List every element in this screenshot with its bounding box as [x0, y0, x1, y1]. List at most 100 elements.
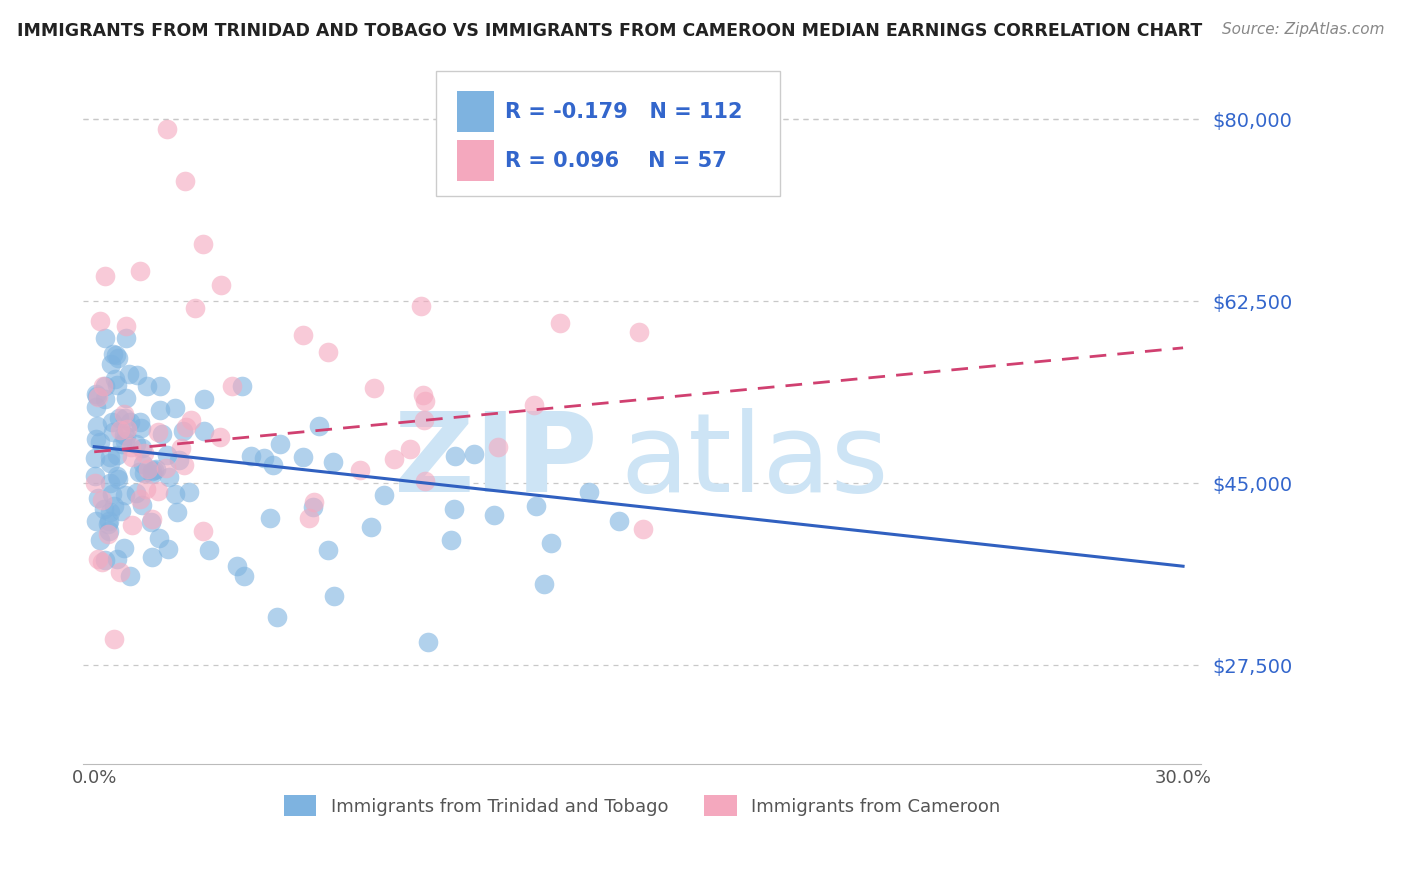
Point — [323, 590, 346, 604]
Point — [627, 325, 650, 339]
Point — [298, 511, 321, 525]
Point — [94, 392, 117, 406]
Point — [142, 463, 165, 477]
Point — [463, 447, 485, 461]
Point — [413, 412, 436, 426]
Point — [156, 122, 179, 136]
Point — [98, 505, 121, 519]
Point — [412, 388, 434, 402]
Point — [253, 450, 276, 465]
Point — [169, 441, 191, 455]
Text: ZIP: ZIP — [394, 409, 598, 516]
Point — [87, 390, 110, 404]
Point — [117, 422, 139, 436]
Point — [578, 484, 600, 499]
Point — [84, 514, 107, 528]
Point — [135, 379, 157, 393]
Point — [101, 487, 124, 501]
Point — [103, 632, 125, 646]
Point — [114, 434, 136, 448]
Point — [363, 381, 385, 395]
Point — [486, 440, 509, 454]
Point — [132, 466, 155, 480]
Legend: Immigrants from Trinidad and Tobago, Immigrants from Cameroon: Immigrants from Trinidad and Tobago, Imm… — [277, 789, 1008, 823]
Point — [127, 368, 149, 382]
Point — [105, 551, 128, 566]
Point — [155, 460, 177, 475]
Text: Source: ZipAtlas.com: Source: ZipAtlas.com — [1222, 22, 1385, 37]
Point — [132, 457, 155, 471]
Point — [128, 465, 150, 479]
Point — [131, 441, 153, 455]
Point — [166, 505, 188, 519]
Text: atlas: atlas — [620, 409, 889, 516]
Point — [269, 436, 291, 450]
Point — [156, 542, 179, 557]
Point — [103, 499, 125, 513]
Point — [87, 491, 110, 505]
Text: IMMIGRANTS FROM TRINIDAD AND TOBAGO VS IMMIGRANTS FROM CAMEROON MEDIAN EARNINGS : IMMIGRANTS FROM TRINIDAD AND TOBAGO VS I… — [17, 22, 1202, 40]
Point — [150, 426, 173, 441]
Point — [221, 379, 243, 393]
Point — [482, 508, 505, 522]
Point — [104, 372, 127, 386]
Point — [163, 486, 186, 500]
Point — [107, 471, 129, 485]
Point — [382, 452, 405, 467]
Point — [101, 347, 124, 361]
Point — [97, 527, 120, 541]
Point — [524, 499, 547, 513]
Point — [97, 524, 120, 539]
Point — [125, 437, 148, 451]
Point — [90, 493, 112, 508]
Point — [198, 543, 221, 558]
Point — [87, 552, 110, 566]
Point — [360, 520, 382, 534]
Point — [523, 398, 546, 412]
Point — [118, 368, 141, 382]
Point — [121, 450, 143, 464]
Point — [191, 236, 214, 251]
Point — [97, 514, 120, 528]
Point — [191, 524, 214, 538]
Point — [440, 533, 463, 547]
Point — [121, 517, 143, 532]
Point — [308, 418, 330, 433]
Point — [93, 502, 115, 516]
Point — [184, 301, 207, 316]
Point — [148, 531, 170, 545]
Point — [157, 470, 180, 484]
Point — [101, 425, 124, 439]
Point — [89, 434, 111, 449]
Point — [84, 387, 107, 401]
Point — [105, 378, 128, 392]
Point — [226, 559, 249, 574]
Point — [262, 458, 284, 472]
Text: R = 0.096    N = 57: R = 0.096 N = 57 — [505, 151, 727, 170]
Point — [316, 543, 339, 558]
Point — [129, 421, 152, 435]
Point — [97, 516, 120, 531]
Point — [89, 533, 111, 547]
Point — [104, 347, 127, 361]
Point — [98, 450, 121, 464]
Point — [149, 379, 172, 393]
Point — [120, 440, 142, 454]
Point — [533, 576, 555, 591]
Point — [415, 474, 437, 488]
Point — [232, 569, 254, 583]
Point — [135, 483, 157, 497]
Point — [115, 318, 138, 333]
Point — [193, 392, 215, 406]
Point — [180, 413, 202, 427]
Point — [94, 379, 117, 393]
Point — [114, 488, 136, 502]
Point — [100, 456, 122, 470]
Point — [141, 464, 163, 478]
Point — [100, 357, 122, 371]
Point — [316, 345, 339, 359]
Point — [83, 475, 105, 490]
Point — [167, 453, 190, 467]
Point — [607, 514, 630, 528]
Point — [291, 327, 314, 342]
